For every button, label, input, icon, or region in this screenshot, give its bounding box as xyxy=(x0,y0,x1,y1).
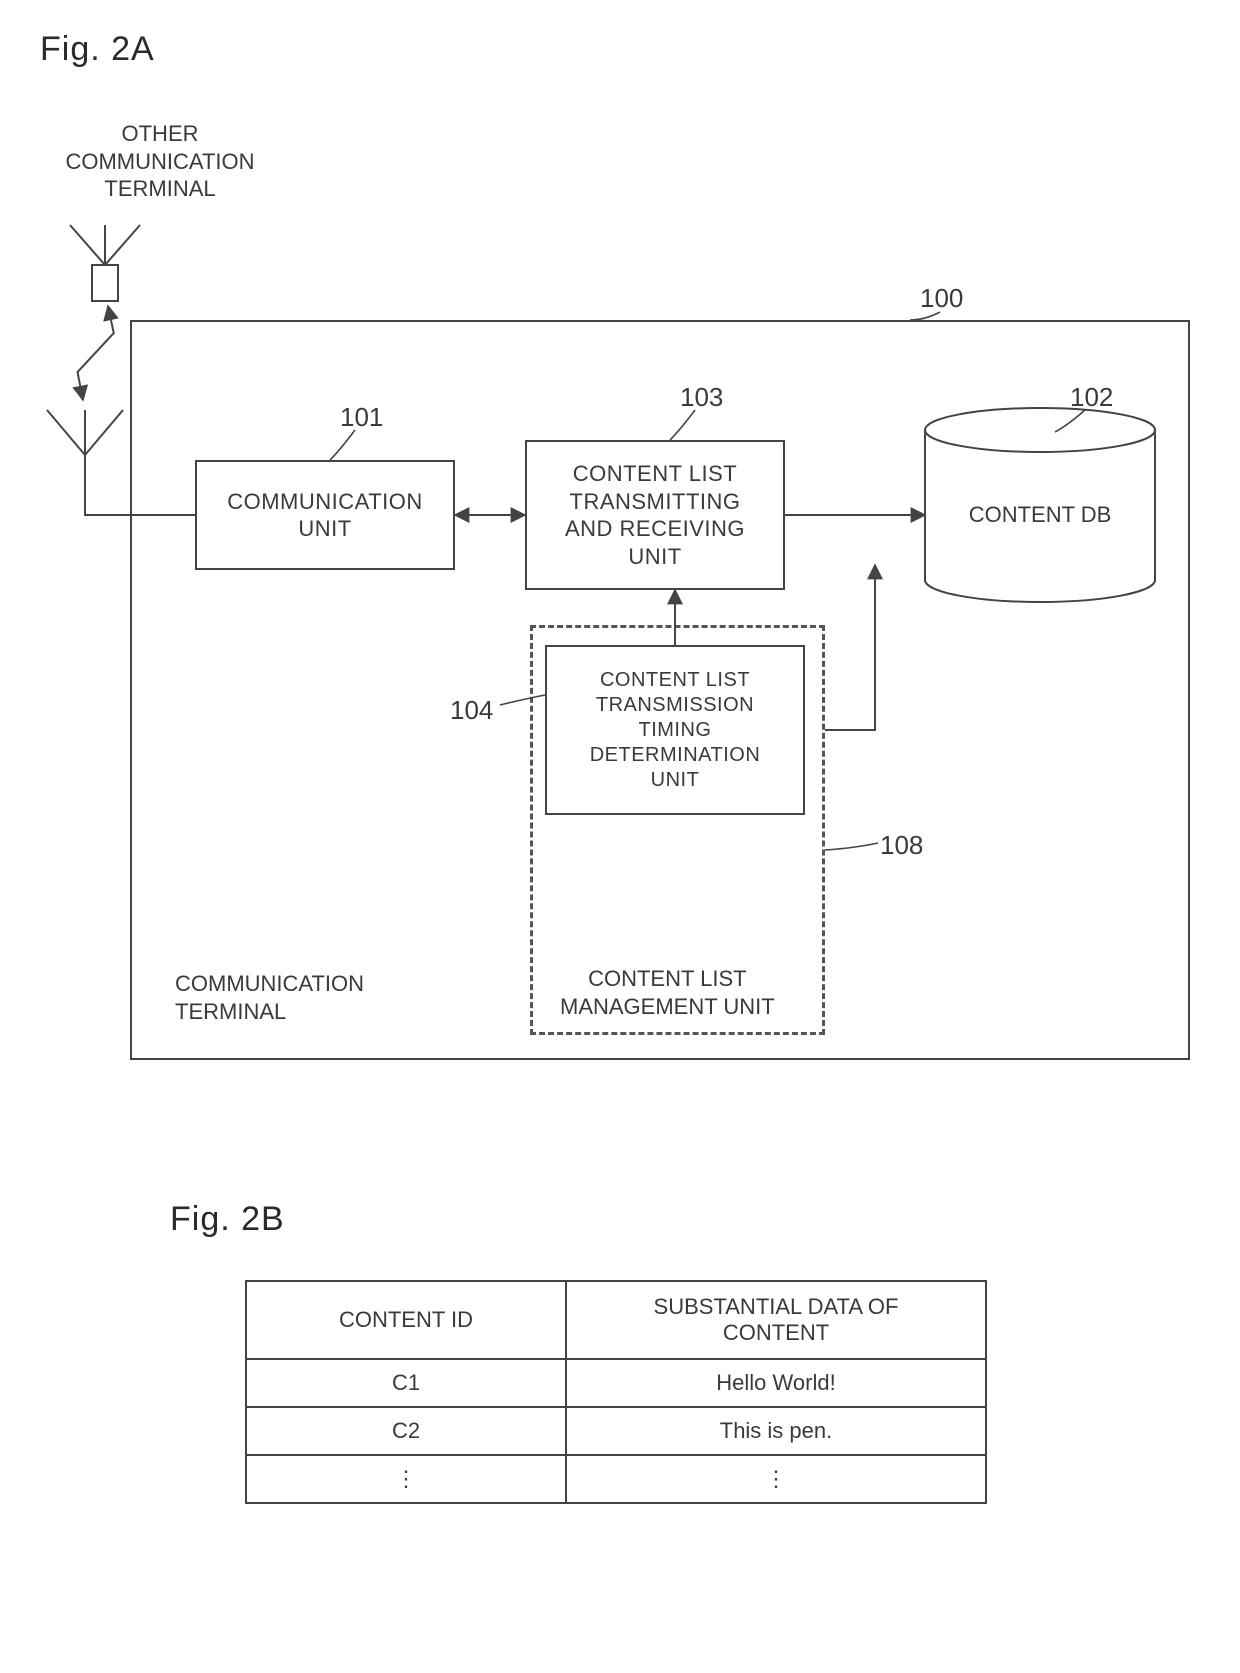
ref-108: 108 xyxy=(880,830,923,861)
table-cell: C2 xyxy=(246,1407,566,1455)
ref-101: 101 xyxy=(340,402,383,433)
fig-2a-title: Fig. 2A xyxy=(40,30,155,69)
txrx-unit-label: CONTENT LISTTRANSMITTINGAND RECEIVINGUNI… xyxy=(565,460,745,570)
ref-102: 102 xyxy=(1070,382,1113,413)
content-table: CONTENT ID SUBSTANTIAL DATA OFCONTENT C1… xyxy=(245,1280,987,1504)
table-cell: C1 xyxy=(246,1359,566,1407)
communication-terminal-label: COMMUNICATIONTERMINAL xyxy=(175,970,364,1025)
communication-unit-label: COMMUNICATIONUNIT xyxy=(227,488,423,543)
txrx-unit-box: CONTENT LISTTRANSMITTINGAND RECEIVINGUNI… xyxy=(525,440,785,590)
communication-unit-box: COMMUNICATIONUNIT xyxy=(195,460,455,570)
timing-unit-label: CONTENT LISTTRANSMISSIONTIMINGDETERMINAT… xyxy=(590,668,761,793)
col-content-id: CONTENT ID xyxy=(246,1281,566,1359)
management-unit-label: CONTENT LISTMANAGEMENT UNIT xyxy=(560,965,775,1020)
content-db-label: CONTENT DB xyxy=(925,501,1155,529)
ref-100: 100 xyxy=(920,283,963,314)
ref-103: 103 xyxy=(680,382,723,413)
col-substantial-data: SUBSTANTIAL DATA OFCONTENT xyxy=(566,1281,986,1359)
fig-2b-title: Fig. 2B xyxy=(170,1200,285,1239)
other-terminal-label: OTHERCOMMUNICATIONTERMINAL xyxy=(30,120,290,203)
table-cell: Hello World! xyxy=(566,1359,986,1407)
table-cell: ⋮ xyxy=(566,1455,986,1503)
ref-104: 104 xyxy=(450,695,493,726)
timing-unit-box: CONTENT LISTTRANSMISSIONTIMINGDETERMINAT… xyxy=(545,645,805,815)
table-cell: ⋮ xyxy=(246,1455,566,1503)
table-cell: This is pen. xyxy=(566,1407,986,1455)
